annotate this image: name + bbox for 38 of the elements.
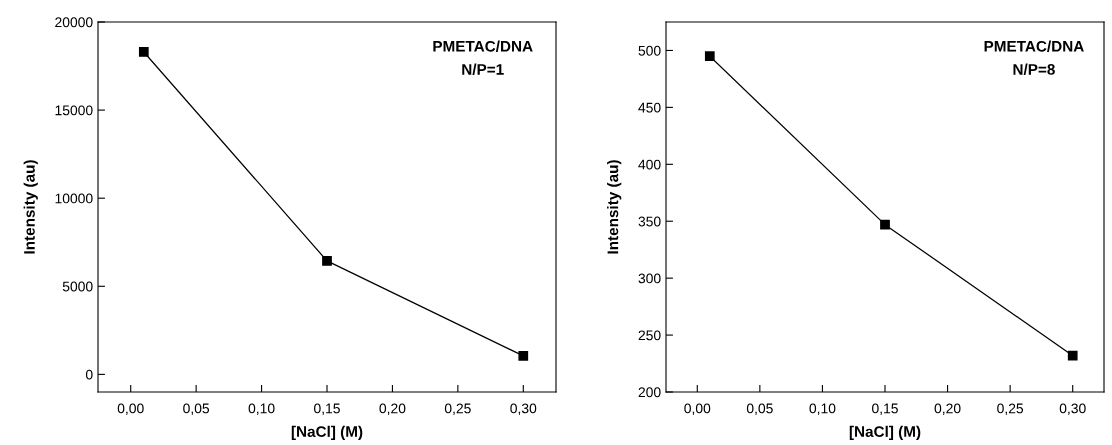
point (322, 256, 332, 266)
y-tick-label: 450 (638, 102, 661, 113)
x-tick-label: 0,25 (444, 403, 471, 415)
y-axis-title: Intensity (au) (23, 160, 38, 254)
y-tick-label: 350 (638, 216, 661, 227)
y-tick-label: 10000 (55, 193, 93, 204)
y-tick-label: 20000 (55, 17, 93, 28)
y-tick-label: 500 (638, 45, 661, 56)
y-tick-label: 200 (638, 387, 661, 398)
x-axis-title: [NaCl] (M) (291, 425, 363, 441)
y-tick-label: 300 (638, 273, 661, 284)
y-tick-label: 250 (638, 330, 661, 341)
point (138, 47, 149, 57)
y-tick-label: 15000 (55, 105, 93, 116)
x-tick-label: 0,10 (248, 403, 275, 415)
x-tick-label: 0,00 (684, 403, 711, 415)
x-tick-label: 0,05 (183, 403, 210, 415)
x-tick-label: 0,15 (872, 403, 898, 415)
y-axis-title: Intensity (au) (607, 160, 622, 254)
y-tick-label: 5000 (62, 281, 93, 292)
x-axis-title: [NaCl] (M) (849, 425, 921, 441)
y-tick-label: 400 (638, 159, 661, 170)
x-tick-label: 0,10 (809, 403, 836, 415)
x-tick-label: 0,15 (314, 403, 340, 415)
point (1067, 350, 1078, 361)
point (518, 351, 529, 361)
x-tick-label: 0,00 (117, 403, 144, 415)
point (704, 51, 715, 62)
y-tick-label: 0 (85, 369, 93, 380)
x-tick-label: 0,30 (1059, 403, 1086, 415)
x-tick-label: 0,30 (510, 403, 537, 415)
point (880, 219, 890, 230)
x-tick-label: 0,20 (934, 403, 961, 415)
annotation: PMETAC/DNA N/P=1 (433, 40, 533, 75)
x-tick-label: 0,05 (746, 403, 773, 415)
x-tick-label: 0,20 (379, 403, 406, 415)
annotation: PMETAC/DNA N/P=8 (984, 40, 1084, 75)
x-tick-label: 0,25 (997, 403, 1024, 415)
